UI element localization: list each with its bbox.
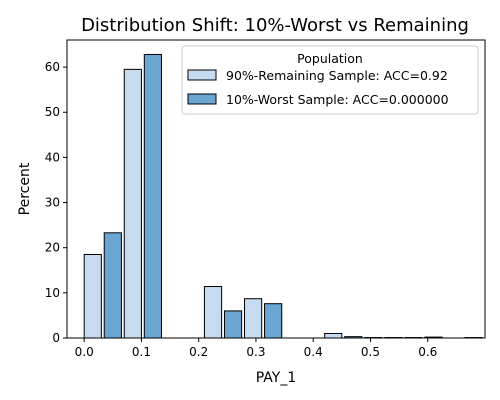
bar-series-1-bin-3 bbox=[264, 303, 283, 339]
x-tick-label-0: 0.0 bbox=[75, 345, 94, 359]
legend-label-remaining: 90%-Remaining Sample: ACC=0.92 bbox=[226, 68, 448, 83]
y-tick-label-3: 30 bbox=[45, 196, 60, 210]
legend-swatch-worst bbox=[187, 93, 217, 105]
plot-frame bbox=[66, 39, 486, 339]
legend-label-worst: 10%-Worst Sample: ACC=0.000000 bbox=[226, 92, 449, 107]
x-axis-label: PAY_1 bbox=[256, 370, 297, 386]
legend-title: Population bbox=[297, 51, 363, 66]
x-tick-label-2: 0.2 bbox=[189, 345, 208, 359]
y-tick-label-1: 10 bbox=[45, 286, 60, 300]
y-tick-label-5: 50 bbox=[45, 105, 60, 119]
y-tick-label-0: 0 bbox=[52, 331, 60, 345]
bar-series-0-bin-4 bbox=[324, 332, 343, 339]
bar-series-0-bin-3 bbox=[244, 298, 263, 339]
bar-series-0-bin-2 bbox=[203, 286, 223, 339]
legend: Population 90%-Remaining Sample: ACC=0.9… bbox=[181, 45, 479, 115]
y-tick-label-4: 40 bbox=[45, 150, 60, 164]
y-axis-ticks: 0 10 20 30 40 50 60 bbox=[45, 60, 67, 345]
bar-series-1-bin-0 bbox=[103, 232, 122, 339]
x-axis-ticks: 0.0 0.1 0.2 0.3 0.4 0.5 0.6 bbox=[75, 338, 437, 359]
x-tick-label-4: 0.4 bbox=[304, 345, 323, 359]
x-tick-label-5: 0.5 bbox=[361, 345, 380, 359]
legend-swatch-remaining bbox=[187, 69, 217, 81]
x-tick-label-3: 0.3 bbox=[246, 345, 265, 359]
x-tick-label-6: 0.6 bbox=[418, 345, 437, 359]
legend-frame bbox=[181, 45, 479, 115]
bar-series-1-bin-2 bbox=[223, 310, 243, 339]
y-tick-label-2: 20 bbox=[45, 241, 60, 255]
chart-title: Distribution Shift: 10%-Worst vs Remaini… bbox=[81, 15, 469, 36]
bar-series-0-bin-0 bbox=[83, 253, 102, 339]
bar-series-1-bin-1 bbox=[143, 53, 162, 339]
bar-series-0-bin-1 bbox=[123, 68, 142, 339]
y-axis-label: Percent bbox=[17, 162, 33, 215]
y-tick-label-6: 60 bbox=[45, 60, 60, 74]
x-tick-label-1: 0.1 bbox=[132, 345, 151, 359]
